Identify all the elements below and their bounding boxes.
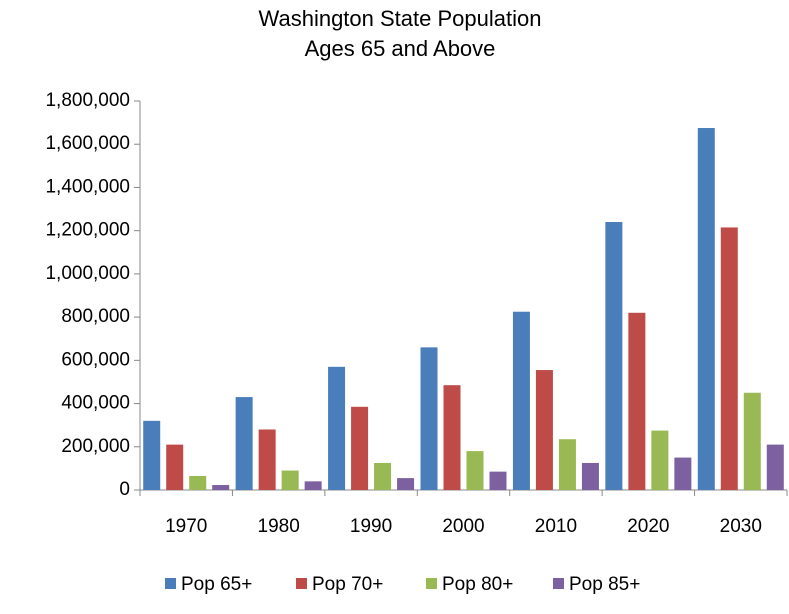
x-tick-label: 2010 bbox=[535, 516, 577, 537]
y-tick-label: 0 bbox=[119, 479, 130, 500]
y-tick-label: 800,000 bbox=[61, 306, 130, 327]
legend-swatch bbox=[296, 578, 307, 589]
x-tick-label: 2000 bbox=[442, 516, 484, 537]
bar bbox=[258, 429, 276, 490]
legend-swatch bbox=[426, 578, 437, 589]
bar bbox=[328, 366, 346, 490]
x-tick-label: 1980 bbox=[258, 516, 300, 537]
x-tick-label: 1990 bbox=[350, 516, 392, 537]
bar bbox=[304, 481, 322, 490]
bar bbox=[558, 439, 576, 490]
y-tick-label: 1,600,000 bbox=[45, 133, 130, 154]
bar bbox=[466, 451, 484, 490]
legend-swatch bbox=[553, 578, 564, 589]
bar bbox=[189, 475, 207, 490]
y-tick-label: 1,800,000 bbox=[45, 90, 130, 111]
bar bbox=[443, 385, 461, 490]
bar bbox=[489, 471, 507, 490]
y-tick-label: 200,000 bbox=[61, 436, 130, 457]
bar bbox=[581, 462, 599, 490]
bar bbox=[674, 457, 692, 490]
chart-title: Washington State Population bbox=[259, 6, 542, 31]
legend-label: Pop 65+ bbox=[181, 574, 252, 595]
bar bbox=[166, 444, 184, 490]
bar bbox=[743, 392, 761, 490]
bar bbox=[351, 406, 369, 490]
legend-swatch bbox=[165, 578, 176, 589]
bar bbox=[235, 397, 253, 490]
bar bbox=[720, 227, 738, 491]
bar bbox=[512, 311, 530, 490]
bar bbox=[628, 312, 646, 490]
bar bbox=[651, 430, 669, 490]
bar bbox=[697, 128, 715, 490]
bar bbox=[535, 370, 553, 490]
bar bbox=[281, 470, 299, 490]
legend-label: Pop 70+ bbox=[312, 574, 383, 595]
y-tick-label: 1,000,000 bbox=[45, 263, 130, 284]
bar bbox=[766, 444, 784, 490]
bar bbox=[374, 462, 392, 490]
y-tick-label: 1,400,000 bbox=[45, 176, 130, 197]
y-tick-label: 400,000 bbox=[61, 393, 130, 414]
legend-label: Pop 80+ bbox=[442, 574, 513, 595]
bar bbox=[420, 347, 438, 490]
y-tick-label: 600,000 bbox=[61, 349, 130, 370]
bar bbox=[397, 478, 415, 490]
x-tick-label: 1970 bbox=[165, 516, 207, 537]
bar bbox=[143, 420, 161, 490]
legend-label: Pop 85+ bbox=[569, 574, 640, 595]
bar bbox=[212, 485, 230, 490]
chart-subtitle: Ages 65 and Above bbox=[305, 36, 496, 61]
bar bbox=[605, 222, 623, 490]
x-tick-label: 2020 bbox=[627, 516, 669, 537]
y-tick-label: 1,200,000 bbox=[45, 220, 130, 241]
x-tick-label: 2030 bbox=[720, 516, 762, 537]
